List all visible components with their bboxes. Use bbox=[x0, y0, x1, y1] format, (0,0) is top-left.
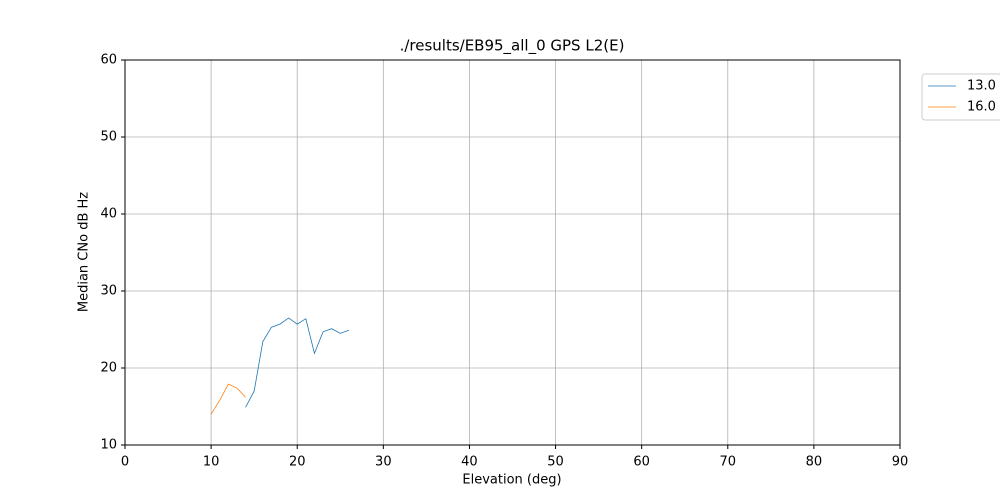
x-tick-label: 60 bbox=[633, 455, 650, 470]
plot-frame bbox=[124, 59, 901, 446]
y-axis-label: Median CNo dB Hz bbox=[77, 192, 92, 312]
y-tick-label: 60 bbox=[100, 53, 117, 68]
x-axis-label: Elevation (deg) bbox=[462, 473, 561, 488]
x-tick-label: 20 bbox=[289, 455, 306, 470]
chart-title: ./results/EB95_all_0 GPS L2(E) bbox=[400, 37, 625, 56]
x-tick-label: 10 bbox=[203, 455, 220, 470]
x-tick-label: 90 bbox=[892, 455, 909, 470]
y-tick-label: 40 bbox=[100, 207, 117, 222]
x-tick-label: 0 bbox=[121, 455, 129, 470]
y-tick-label: 50 bbox=[100, 130, 117, 145]
data-line bbox=[210, 383, 246, 415]
legend-label: 16.0 bbox=[967, 100, 996, 115]
y-tick-label: 20 bbox=[100, 361, 117, 376]
y-tick-label: 10 bbox=[100, 438, 117, 453]
data-line bbox=[245, 317, 350, 408]
x-tick-label: 30 bbox=[375, 455, 392, 470]
legend-box bbox=[921, 73, 1000, 121]
x-tick-label: 70 bbox=[720, 455, 737, 470]
legend-label: 13.0 bbox=[967, 79, 996, 94]
x-tick-label: 40 bbox=[461, 455, 478, 470]
y-tick-label: 30 bbox=[100, 284, 117, 299]
x-tick-label: 50 bbox=[547, 455, 564, 470]
x-tick-label: 80 bbox=[806, 455, 823, 470]
